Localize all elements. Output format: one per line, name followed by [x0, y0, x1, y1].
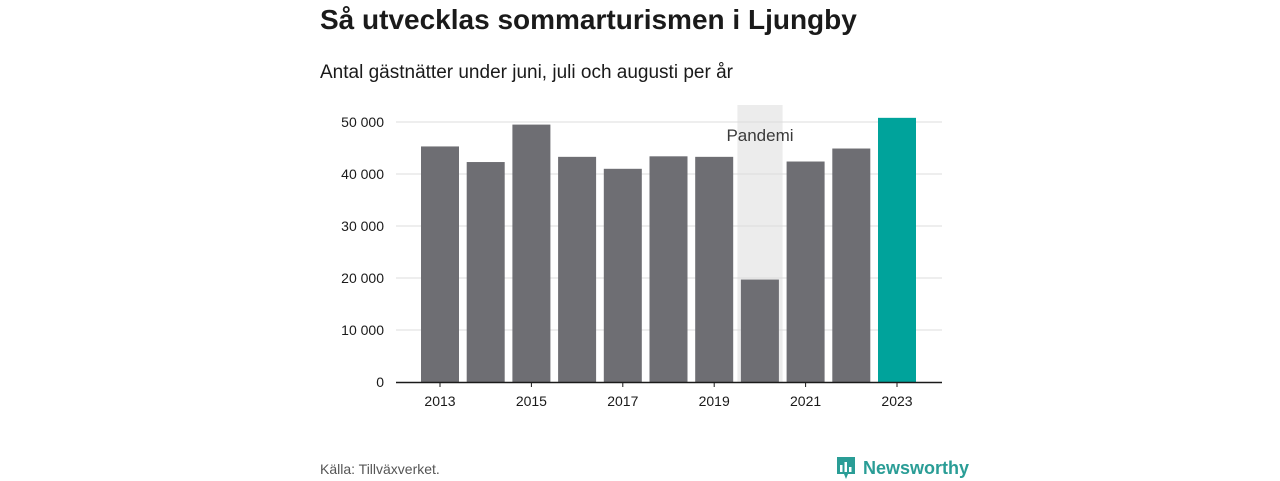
bar-2020 — [740, 279, 779, 382]
y-tick-label: 20 000 — [341, 270, 384, 286]
y-tick-label: 50 000 — [341, 114, 384, 130]
y-tick-label: 40 000 — [341, 166, 384, 182]
bar-2021 — [786, 161, 825, 382]
brand-logo[interactable]: Newsworthy — [835, 455, 969, 481]
y-tick-label: 0 — [376, 374, 384, 390]
bar-2013 — [421, 146, 459, 382]
bar-2017 — [603, 168, 642, 382]
bar-2019 — [695, 156, 734, 382]
x-tick-label: 2013 — [424, 393, 455, 409]
x-tick-label: 2017 — [607, 393, 638, 409]
bar-2014 — [466, 162, 505, 382]
annotation-band-label: Pandemi — [726, 126, 793, 145]
x-tick-label: 2019 — [699, 393, 730, 409]
y-tick-label: 30 000 — [341, 218, 384, 234]
bar-2016 — [558, 156, 597, 382]
bar-chart: Pandemi 0 10 000 20 000 30 000 40 000 50 000 20… — [341, 105, 942, 409]
newsworthy-logo-icon — [837, 457, 855, 479]
chart-subtitle: Antal gästnätter under juni, juli och au… — [320, 62, 733, 83]
x-tick-label: 2023 — [881, 393, 912, 409]
bar-2022 — [832, 148, 871, 382]
x-tick-label: 2015 — [516, 393, 547, 409]
x-tick-label: 2021 — [790, 393, 821, 409]
chart-title: Så utvecklas sommarturismen i Ljungby — [320, 4, 857, 35]
bar-2015 — [512, 124, 551, 382]
brand-name: Newsworthy — [863, 457, 970, 478]
source-note: Källa: Tillväxverket. — [320, 461, 440, 477]
bar-2023 — [878, 117, 916, 382]
y-tick-label: 10 000 — [341, 322, 384, 338]
bar-2018 — [649, 156, 688, 382]
